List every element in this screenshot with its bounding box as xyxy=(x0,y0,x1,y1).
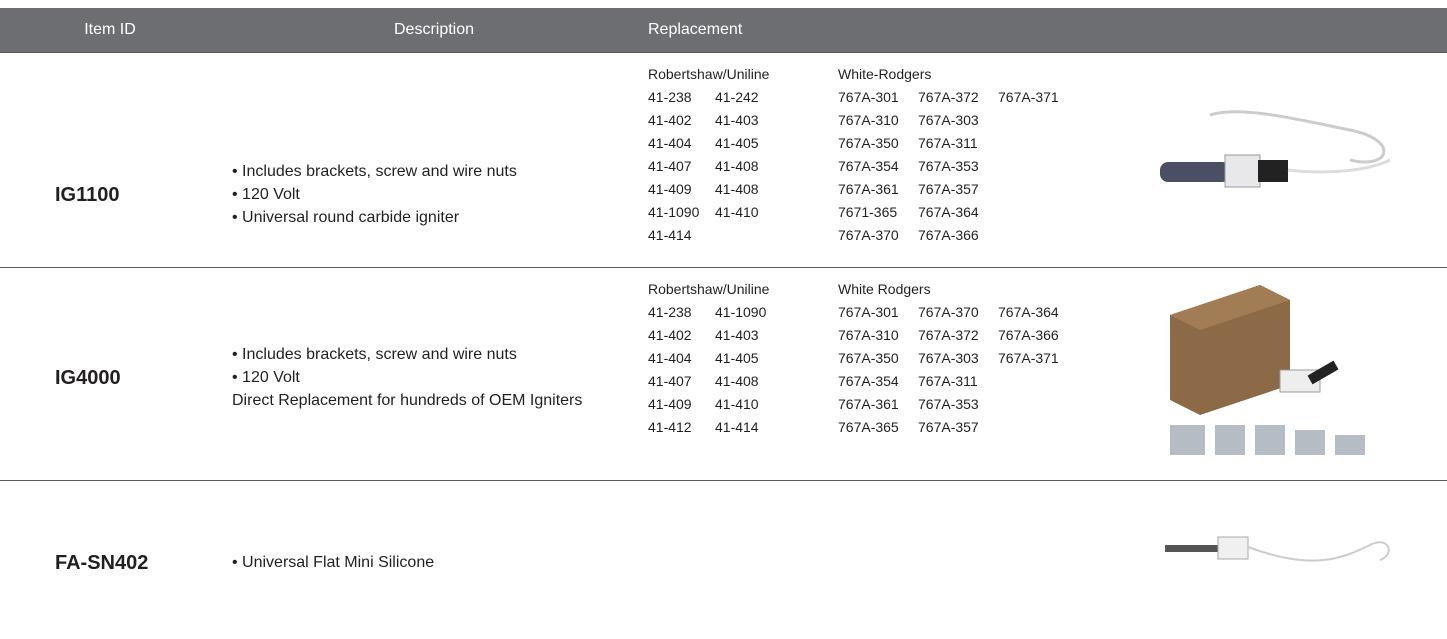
part-number: 41-1090 xyxy=(648,204,700,220)
part-number: 41-410 xyxy=(715,204,759,220)
part-number: 41-414 xyxy=(715,419,759,435)
part-number: 767A-366 xyxy=(998,327,1059,343)
part-number: 767A-303 xyxy=(918,350,979,366)
part-number: 767A-311 xyxy=(918,135,978,151)
part-number: 767A-353 xyxy=(918,158,979,174)
part-number: 41-242 xyxy=(715,89,759,105)
part-number: 41-404 xyxy=(648,350,692,366)
part-number: 41-405 xyxy=(715,350,759,366)
part-number: 767A-361 xyxy=(838,396,899,412)
item-id: FA-SN402 xyxy=(55,552,149,574)
header-item-id: Item ID xyxy=(84,21,136,38)
part-number: 41-403 xyxy=(715,112,759,128)
flat-igniter-image xyxy=(1165,536,1390,562)
part-number: 41-409 xyxy=(648,396,692,412)
part-number: 767A-372 xyxy=(918,327,979,343)
part-number: 767A-354 xyxy=(838,158,899,174)
part-number: 41-405 xyxy=(715,135,759,151)
brand: White-Rodgers xyxy=(838,66,932,82)
part-number: 767A-371 xyxy=(998,89,1059,105)
part-number: 767A-357 xyxy=(918,181,979,197)
part-number: 767A-364 xyxy=(918,204,979,220)
part-number: 767A-350 xyxy=(838,135,899,151)
part-number: 767A-361 xyxy=(838,181,899,197)
description-line: Direct Replacement for hundreds of OEM I… xyxy=(232,392,583,409)
part-number: 767A-350 xyxy=(838,350,899,366)
table-header: Item ID Description Replacement xyxy=(0,8,1447,52)
part-number: 767A-371 xyxy=(998,350,1059,366)
row-divider xyxy=(0,267,1447,268)
part-number: 41-238 xyxy=(648,89,692,105)
part-number: 41-407 xyxy=(648,373,692,389)
part-number: 41-409 xyxy=(648,181,692,197)
part-number: 767A-370 xyxy=(918,304,979,320)
part-number: 41-408 xyxy=(715,158,759,174)
brand: White Rodgers xyxy=(838,281,931,297)
row-divider xyxy=(0,52,1447,53)
part-number: 41-402 xyxy=(648,327,692,343)
part-number: 767A-303 xyxy=(918,112,979,128)
part-number: 767A-310 xyxy=(838,327,899,343)
description-line: • Universal Flat Mini Silicone xyxy=(232,554,435,571)
part-number: 41-414 xyxy=(648,227,692,243)
part-number: 767A-364 xyxy=(998,304,1059,320)
description-line: • Universal round carbide igniter xyxy=(232,209,460,226)
part-number: 767A-357 xyxy=(918,419,979,435)
part-number: 41-408 xyxy=(715,181,759,197)
header-description: Description xyxy=(393,21,475,38)
item-id: IG1100 xyxy=(55,184,120,206)
part-number: 767A-365 xyxy=(838,419,899,435)
part-number: 41-412 xyxy=(648,419,692,435)
part-number: 767A-354 xyxy=(838,373,899,389)
part-number: 41-238 xyxy=(648,304,692,320)
part-number: 41-1090 xyxy=(715,304,767,320)
row-divider xyxy=(0,480,1447,481)
part-number: 7671-365 xyxy=(838,204,898,220)
part-number: 41-402 xyxy=(648,112,692,128)
part-number: 767A-370 xyxy=(838,227,899,243)
description-line: • Includes brackets, screw and wire nuts xyxy=(232,346,517,363)
part-number: 767A-353 xyxy=(918,396,979,412)
part-number: 41-410 xyxy=(715,396,759,412)
description-line: • Includes brackets, screw and wire nuts xyxy=(232,163,517,180)
part-number: 767A-301 xyxy=(838,89,899,105)
igniter-kit-image xyxy=(1170,285,1365,455)
part-number: 767A-310 xyxy=(838,112,899,128)
part-number: 767A-366 xyxy=(918,227,979,243)
brand: Robertshaw/Uniline xyxy=(648,281,770,297)
header-replacement: Replacement xyxy=(648,21,743,38)
item-id: IG4000 xyxy=(55,367,121,389)
part-number: 41-407 xyxy=(648,158,692,174)
part-number: 41-404 xyxy=(648,135,692,151)
part-number: 767A-372 xyxy=(918,89,979,105)
description-line: • 120 Volt xyxy=(232,186,300,203)
part-number: 41-408 xyxy=(715,373,759,389)
part-number: 767A-311 xyxy=(918,373,978,389)
description-line: • 120 Volt xyxy=(232,369,300,386)
igniter-image xyxy=(1160,110,1391,188)
brand: Robertshaw/Uniline xyxy=(648,66,770,82)
part-number: 41-403 xyxy=(715,327,759,343)
part-number: 767A-301 xyxy=(838,304,899,320)
